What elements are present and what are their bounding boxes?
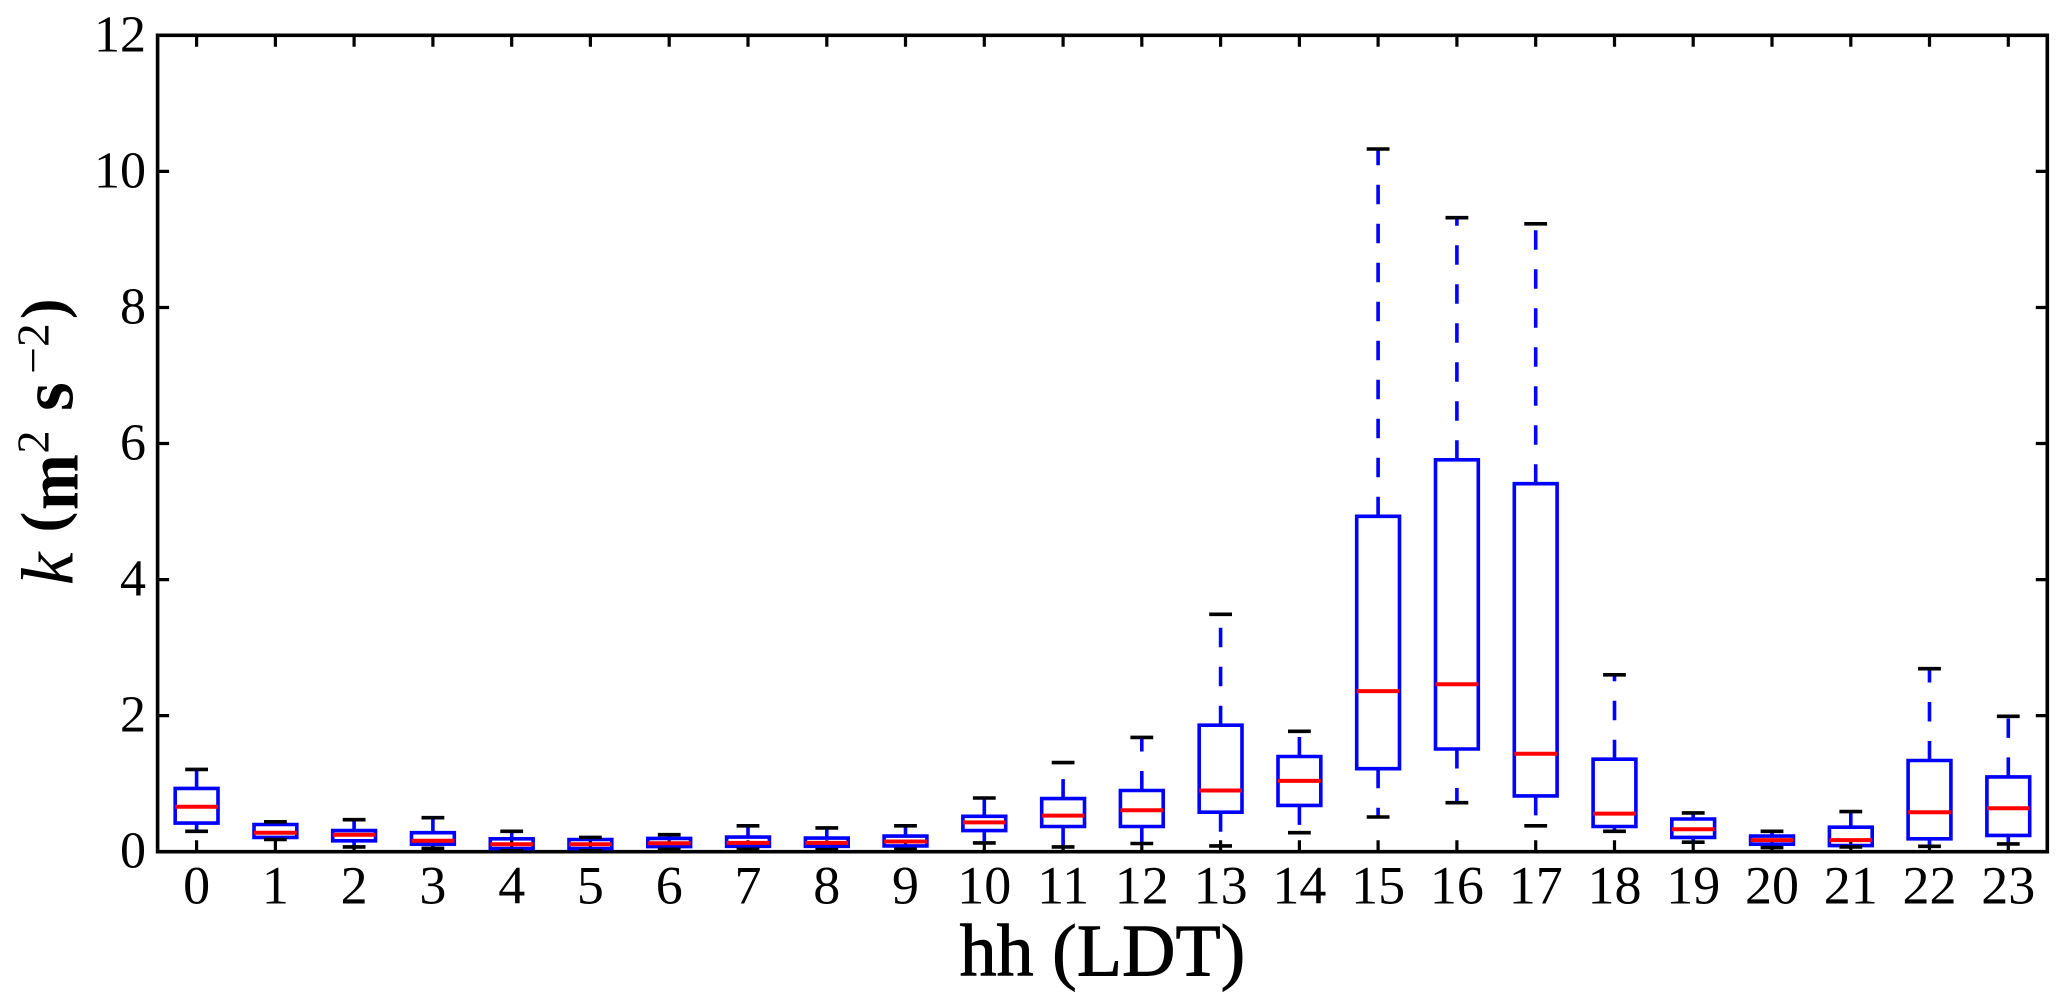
svg-text:5: 5 xyxy=(577,856,604,916)
svg-text:2: 2 xyxy=(8,431,59,454)
svg-text:21: 21 xyxy=(1824,856,1878,916)
svg-text:19: 19 xyxy=(1666,856,1720,916)
svg-text:): ) xyxy=(10,298,78,319)
svg-text:7: 7 xyxy=(735,856,762,916)
svg-text:8: 8 xyxy=(813,856,840,916)
svg-text:6: 6 xyxy=(656,856,683,916)
svg-text:17: 17 xyxy=(1509,856,1563,916)
svg-text:10: 10 xyxy=(957,856,1011,916)
svg-text:m: m xyxy=(13,454,95,510)
svg-text:23: 23 xyxy=(1981,856,2035,916)
svg-text:3: 3 xyxy=(419,856,446,916)
svg-text:4: 4 xyxy=(498,856,525,916)
svg-text:6: 6 xyxy=(120,415,146,472)
svg-text:12: 12 xyxy=(94,6,146,63)
svg-text:16: 16 xyxy=(1430,856,1484,916)
svg-text:13: 13 xyxy=(1194,856,1248,916)
svg-text:15: 15 xyxy=(1351,856,1405,916)
svg-text:20: 20 xyxy=(1745,856,1799,916)
svg-text:0: 0 xyxy=(183,856,210,916)
svg-text:0: 0 xyxy=(120,823,146,880)
svg-text:12: 12 xyxy=(1115,856,1169,916)
svg-text:22: 22 xyxy=(1903,856,1957,916)
svg-text:14: 14 xyxy=(1272,856,1326,916)
svg-text:hh (LDT): hh (LDT) xyxy=(960,911,1246,993)
svg-text:s: s xyxy=(8,382,90,411)
svg-text:18: 18 xyxy=(1588,856,1642,916)
svg-text:(: ( xyxy=(10,512,78,533)
svg-text:8: 8 xyxy=(120,279,146,336)
svg-text:2: 2 xyxy=(341,856,368,916)
svg-text:11: 11 xyxy=(1037,856,1089,916)
svg-text:4: 4 xyxy=(120,551,146,608)
svg-text:k: k xyxy=(8,551,90,585)
svg-text:10: 10 xyxy=(94,142,146,199)
svg-text:2: 2 xyxy=(120,687,146,744)
svg-text:1: 1 xyxy=(262,856,289,916)
svg-text:−2: −2 xyxy=(8,323,59,374)
svg-text:9: 9 xyxy=(892,856,919,916)
